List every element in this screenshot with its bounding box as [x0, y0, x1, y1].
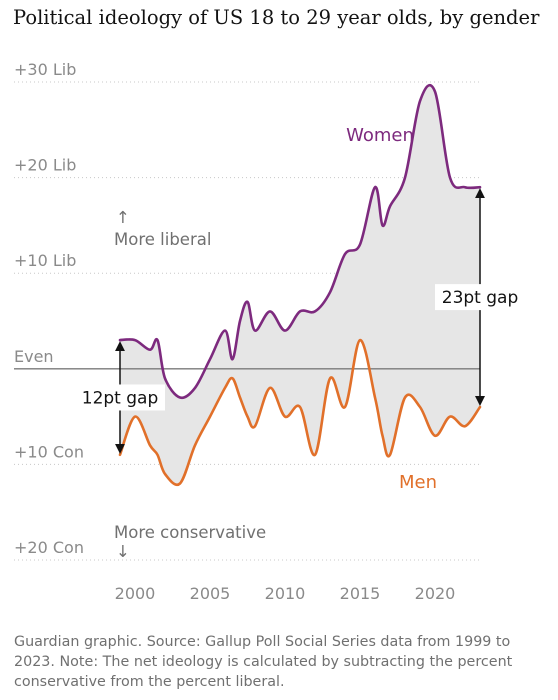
y-tick-label: +20 Con: [14, 538, 84, 557]
chart-title: Political ideology of US 18 to 29 year o…: [13, 6, 540, 29]
y-tick-label: +10 Lib: [14, 251, 76, 270]
y-tick-label: +20 Lib: [14, 156, 76, 175]
more-conservative-label: More conservative: [114, 523, 266, 542]
series-label-men: Men: [399, 472, 437, 493]
y-tick-label: +10 Con: [14, 442, 84, 461]
series-label-women: Women: [346, 125, 414, 146]
x-tick-label: 2000: [115, 584, 156, 603]
y-tick-label: Even: [14, 347, 54, 366]
x-tick-label: 2015: [340, 584, 381, 603]
gap-1999-label-bg: [75, 384, 165, 411]
gap-2023-label: 23pt gap: [442, 288, 519, 308]
chart-footer-note: Guardian graphic. Source: Gallup Poll So…: [14, 634, 513, 690]
series-lines: [118, 83, 482, 487]
liberal-arrow: ↑: [116, 208, 130, 227]
x-tick-label: 2005: [190, 584, 231, 603]
y-axis-ticks: +30 Lib +20 Lib +10 Lib Even +10 Con +20 Con: [14, 60, 84, 557]
series-line-women: [118, 83, 482, 400]
x-tick-label: 2010: [265, 584, 306, 603]
gap-2023-label-bg: [435, 284, 525, 311]
annotations: ↑ More liberal More conservative ↓: [114, 208, 266, 561]
conservative-arrow: ↓: [116, 542, 130, 561]
series-labels: Women Men: [346, 125, 437, 493]
gap-area: [120, 85, 480, 485]
series-line-men: [118, 338, 482, 487]
more-liberal-label: More liberal: [114, 230, 211, 249]
x-tick-label: 2020: [415, 584, 456, 603]
gap-annotations: 12pt gap 23pt gap: [75, 188, 525, 454]
y-tick-label: +30 Lib: [14, 60, 76, 79]
x-axis-ticks: 2000 2005 2010 2015 2020: [115, 584, 456, 603]
gap-1999-label: 12pt gap: [82, 388, 159, 408]
